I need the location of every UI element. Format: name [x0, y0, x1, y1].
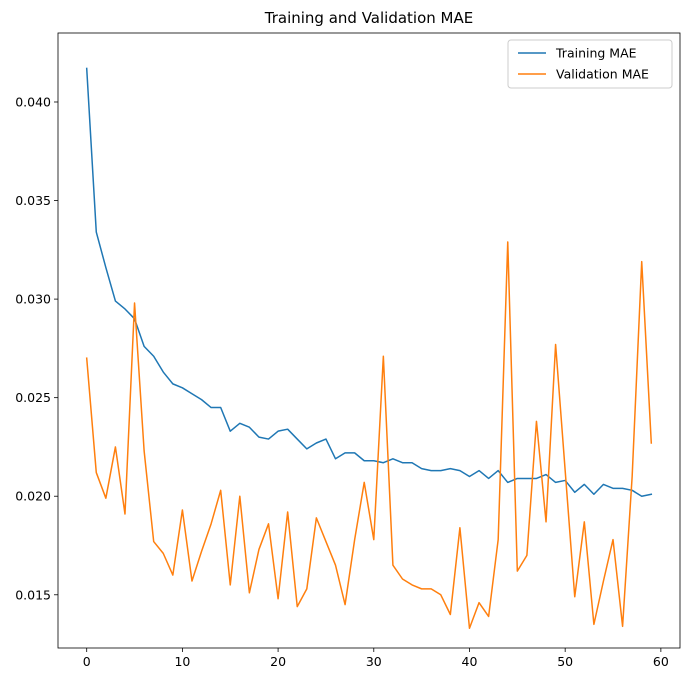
series-layer: [85, 67, 653, 630]
axes-frame: [57, 32, 681, 649]
x-tick-label: 30: [366, 654, 382, 669]
plot-area: [58, 33, 680, 648]
x-tick-label: 20: [270, 654, 286, 669]
x-tick-label: 10: [174, 654, 190, 669]
x-tick-label: 40: [462, 654, 478, 669]
y-tick-label: 0.035: [15, 193, 51, 208]
plot-background: [58, 33, 680, 648]
series-line-validation-mae: [85, 241, 653, 630]
y-tick-label: 0.025: [15, 390, 51, 405]
x-tick-label: 0: [83, 654, 91, 669]
x-tick-label: 60: [653, 654, 669, 669]
legend-label: Training MAE: [555, 46, 637, 61]
legend: Training MAE Validation MAE: [507, 39, 673, 89]
y-tick-label: 0.030: [15, 292, 51, 307]
x-tick-label: 50: [557, 654, 573, 669]
y-tick-label: 0.040: [15, 94, 51, 109]
legend-box: [507, 39, 673, 89]
y-tick-label: 0.015: [15, 587, 51, 602]
axes-layer: 0 10 20 30 40 50 60 0.015 0.020 0.025 0.030 0.035 0.…: [15, 32, 681, 669]
series-line-training-mae: [85, 67, 653, 497]
legend-label: Validation MAE: [556, 67, 649, 82]
chart-title: Training and Validation MAE: [264, 9, 473, 27]
y-tick-label: 0.020: [15, 489, 51, 504]
